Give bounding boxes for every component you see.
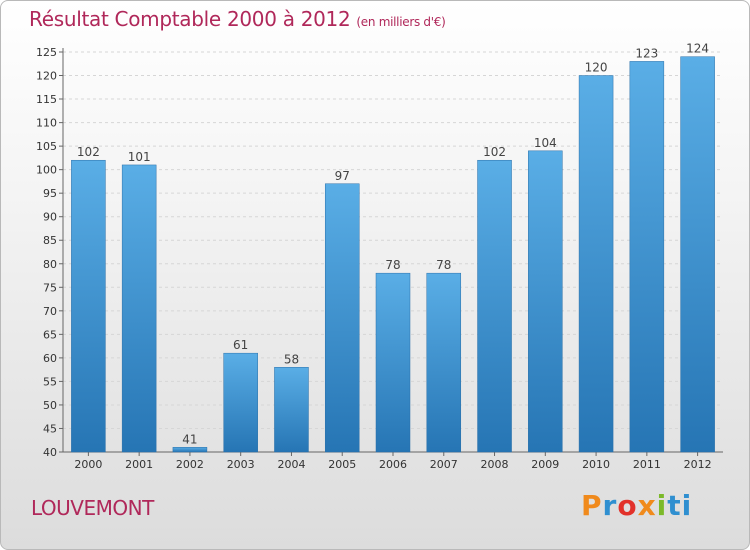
- y-tick-label: 55: [43, 375, 57, 388]
- chart-title: Résultat Comptable 2000 à 2012 (en millie…: [29, 7, 446, 31]
- bar: [274, 367, 309, 453]
- logo-letter: i: [656, 489, 668, 522]
- x-tick-label: 2006: [379, 458, 407, 471]
- x-tick-label: 2001: [125, 458, 153, 471]
- y-tick-label: 125: [36, 46, 57, 59]
- bar: [324, 183, 360, 453]
- y-tick-label: 105: [36, 140, 57, 153]
- labels: 102 101 41 61 58 97 78 78 102 104 120 123 124: [77, 42, 709, 447]
- data-label: 102: [483, 145, 506, 159]
- data-label: 61: [233, 338, 248, 352]
- bar: [172, 447, 208, 453]
- y-tick-label: 65: [43, 328, 57, 341]
- data-label: 78: [385, 258, 400, 272]
- x-tick-label: 2000: [74, 458, 102, 471]
- bar: [426, 272, 462, 453]
- y-tick-label: 95: [43, 187, 57, 200]
- data-label: 97: [335, 169, 350, 183]
- data-label: 101: [128, 150, 151, 164]
- logo-letter: P: [581, 489, 603, 522]
- data-label: 78: [436, 258, 451, 272]
- proxiti-logo[interactable]: Proxiti: [581, 489, 692, 522]
- y-tick-label: 80: [43, 258, 57, 271]
- data-label: 41: [182, 432, 197, 446]
- y-tick-label: 120: [36, 70, 57, 83]
- x-tick-label: 2008: [481, 458, 509, 471]
- bar: [477, 159, 512, 453]
- logo-letter: ti: [667, 489, 693, 522]
- bars: [71, 56, 715, 453]
- axes: 40 45 50 55 60 65 70 75 80 85 90 95 100 105 110 115 120 1…: [36, 46, 723, 471]
- logo-letter: x: [637, 489, 657, 522]
- logo-letter: o: [617, 489, 638, 522]
- x-tick-label: 2003: [227, 458, 255, 471]
- x-tick-label: 2009: [531, 458, 559, 471]
- x-tick-label: 2010: [582, 458, 610, 471]
- y-tick-label: 70: [43, 305, 57, 318]
- bar: [629, 61, 665, 453]
- y-tick-label: 110: [36, 117, 57, 130]
- y-tick-label: 45: [43, 422, 57, 435]
- bar: [528, 150, 563, 453]
- bar: [578, 75, 614, 453]
- y-tick-label: 100: [36, 164, 57, 177]
- chart-title-text: Résultat Comptable 2000 à 2012: [29, 7, 351, 31]
- y-tick-label: 115: [36, 93, 57, 106]
- y-tick-label: 60: [43, 352, 57, 365]
- y-tick-label: 40: [43, 446, 57, 459]
- chart-subtitle: (en milliers d'€): [356, 15, 446, 29]
- data-label: 124: [686, 42, 709, 56]
- bar: [223, 352, 258, 453]
- bar: [680, 56, 715, 453]
- x-tick-label: 2012: [684, 458, 712, 471]
- y-tick-label: 50: [43, 399, 57, 412]
- y-tick-label: 90: [43, 211, 57, 224]
- bar: [121, 164, 157, 453]
- data-label: 123: [635, 46, 658, 60]
- x-tick-label: 2002: [176, 458, 204, 471]
- y-tick-label: 75: [43, 281, 57, 294]
- x-tick-label: 2007: [430, 458, 458, 471]
- logo-letter: r: [602, 489, 618, 522]
- bar: [375, 272, 411, 453]
- data-label: 104: [534, 136, 557, 150]
- data-label: 102: [77, 145, 100, 159]
- bar: [71, 159, 106, 453]
- y-tick-label: 85: [43, 234, 57, 247]
- commune-name: LOUVEMONT: [31, 496, 154, 520]
- x-tick-label: 2005: [328, 458, 356, 471]
- data-label: 58: [284, 352, 299, 366]
- data-label: 120: [585, 61, 608, 75]
- x-tick-label: 2004: [277, 458, 305, 471]
- x-tick-label: 2011: [633, 458, 661, 471]
